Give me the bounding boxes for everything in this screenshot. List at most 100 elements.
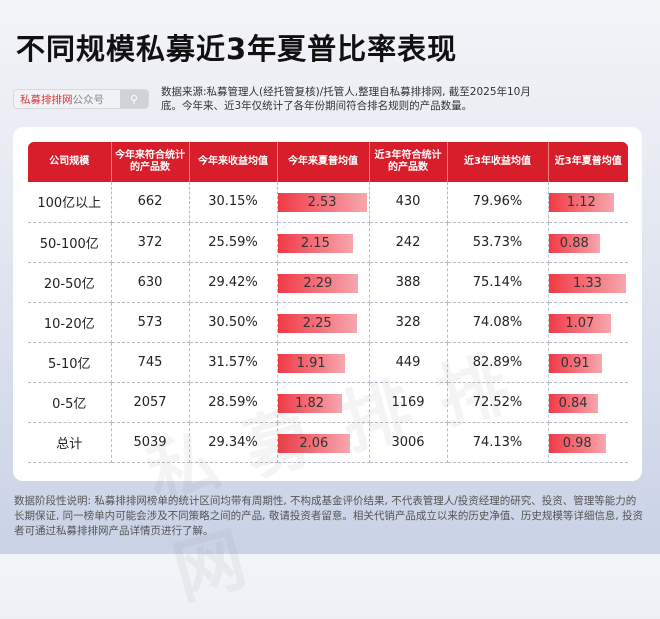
table-cell: 74.08%	[447, 302, 549, 343]
table-card: 公司规模 今年来符合统计 的产品数 今年来收益均值 今年来夏普均值 近3年符合统计的产品…	[13, 127, 642, 615]
table-cell: 25.59%	[189, 222, 278, 263]
table-cell: 2.53	[277, 182, 370, 223]
table-cell: 50-100亿	[28, 222, 112, 263]
sharpe-bar	[548, 313, 612, 333]
table-cell: 2.15	[277, 222, 370, 263]
sharpe-bar	[548, 193, 615, 212]
sharpe-value: 1.33	[572, 275, 602, 291]
table-cell: 745	[111, 342, 190, 383]
search-brand: 私募排排网	[20, 93, 73, 106]
table-cell: 74.13%	[447, 422, 549, 463]
table-cell: 100亿以上	[28, 182, 112, 223]
table-row: 20-50亿 630 29.42% 2.29 388 75.14% 1.33	[28, 262, 628, 303]
table-cell: 0.88	[548, 222, 628, 263]
table-cell: 2.06	[277, 422, 370, 463]
table-cell: 1.12	[548, 182, 628, 223]
table-cell: 2057	[111, 382, 190, 423]
table-cell: 5-10亿	[28, 342, 112, 383]
sharpe-value: 2.53	[307, 195, 337, 210]
table-cell: 662	[111, 182, 190, 223]
column-header: 今年来符合统计 的产品数	[111, 142, 190, 182]
table-row: 总计 5039 29.34% 2.06 3006 74.13% 0.98	[28, 422, 628, 463]
column-header: 近3年符合统计的产品数	[369, 142, 448, 182]
table-cell: 1.91	[277, 342, 370, 383]
sharpe-bar	[548, 433, 606, 453]
table-cell: 0.84	[548, 382, 628, 423]
table-cell: 388	[369, 262, 448, 303]
table-cell: 82.89%	[447, 342, 549, 383]
column-header: 近3年收益均值	[447, 142, 549, 182]
table-cell: 430	[369, 182, 448, 223]
table-cell: 2.25	[277, 302, 370, 343]
table-cell: 328	[369, 302, 448, 343]
sharpe-bar	[277, 313, 357, 333]
sharpe-value: 2.15	[300, 235, 330, 251]
sharpe-value: 2.29	[303, 275, 333, 291]
sharpe-bar	[277, 193, 367, 212]
table-cell: 53.73%	[447, 222, 549, 263]
sharpe-bar	[277, 273, 359, 293]
table-row: 10-20亿 573 30.50% 2.25 328 74.08% 1.07	[28, 302, 628, 343]
search-suffix: 公众号	[72, 93, 105, 106]
table-row: 5-10亿 745 31.57% 1.91 449 82.89% 0.91	[28, 342, 628, 383]
table-cell: 3006	[369, 422, 448, 463]
table-cell: 1169	[369, 382, 448, 423]
sharpe-value: 1.82	[295, 395, 325, 411]
table-cell: 1.33	[548, 262, 628, 303]
sharpe-value: 2.25	[302, 315, 332, 331]
search-icon[interactable]: ⚲	[120, 90, 148, 108]
table-cell: 30.15%	[189, 182, 278, 223]
table-cell: 242	[369, 222, 448, 263]
table-row: 50-100亿 372 25.59% 2.15 242 53.73% 0.88	[28, 222, 628, 263]
table-cell: 0-5亿	[28, 382, 112, 423]
table-row: 0-5亿 2057 28.59% 1.82 1169 72.52% 0.84	[28, 382, 628, 423]
table-cell: 449	[369, 342, 448, 383]
table-cell: 5039	[111, 422, 190, 463]
footer-disclaimer: 数据阶段性说明: 私募排排网榜单的统计区间均带有周期性, 不构成基金评价结果, …	[14, 495, 644, 537]
table-cell: 573	[111, 302, 190, 343]
table-cell: 0.98	[548, 422, 628, 463]
sharpe-bar	[548, 273, 627, 293]
table-cell: 10-20亿	[28, 302, 112, 343]
table-cell: 29.34%	[189, 422, 278, 463]
sharpe-bar	[277, 433, 351, 453]
table-cell: 1.07	[548, 302, 628, 343]
sharpe-bar	[548, 353, 602, 373]
table-cell: 72.52%	[447, 382, 549, 423]
sharpe-value: 1.91	[296, 355, 326, 371]
sharpe-value: 0.84	[558, 395, 588, 411]
sharpe-bar	[277, 353, 345, 373]
column-header: 今年来收益均值	[189, 142, 278, 182]
table-cell: 30.50%	[189, 302, 278, 343]
table-cell: 372	[111, 222, 190, 263]
sharpe-table: 公司规模 今年来符合统计 的产品数 今年来收益均值 今年来夏普均值 近3年符合统计的产品…	[28, 142, 628, 463]
sharpe-bar	[548, 393, 598, 413]
table-cell: 2.29	[277, 262, 370, 303]
search-box[interactable]: 私募排排网 公众号 ⚲	[13, 89, 149, 109]
table-cell: 79.96%	[447, 182, 549, 223]
table-cell: 75.14%	[447, 262, 549, 303]
page-title: 不同规模私募近3年夏普比率表现	[16, 32, 458, 66]
data-source-note: 数据来源:私募管理人(经托管复核)/托管人,整理自私募排排网, 截至2025年1…	[161, 86, 531, 112]
table-cell: 20-50亿	[28, 262, 112, 303]
sharpe-value: 0.88	[559, 235, 589, 251]
sharpe-bar	[548, 233, 601, 253]
table-row: 100亿以上 662 30.15% 2.53 430 79.96% 1.12	[28, 182, 628, 223]
table-cell: 0.91	[548, 342, 628, 383]
sharpe-value: 1.12	[566, 195, 596, 210]
table-cell: 总计	[28, 422, 112, 463]
sharpe-bar	[277, 393, 342, 413]
table-cell: 630	[111, 262, 190, 303]
sharpe-value: 1.07	[565, 315, 595, 331]
table-cell: 1.82	[277, 382, 370, 423]
column-header: 近3年夏普均值	[548, 142, 628, 182]
table-cell: 29.42%	[189, 262, 278, 303]
column-header: 公司规模	[28, 142, 112, 182]
sharpe-value: 0.98	[562, 435, 592, 451]
column-header: 今年来夏普均值	[277, 142, 370, 182]
sharpe-bar	[277, 233, 354, 253]
sharpe-value: 0.91	[560, 355, 590, 371]
table-cell: 28.59%	[189, 382, 278, 423]
table-cell: 31.57%	[189, 342, 278, 383]
sharpe-value: 2.06	[299, 435, 329, 451]
